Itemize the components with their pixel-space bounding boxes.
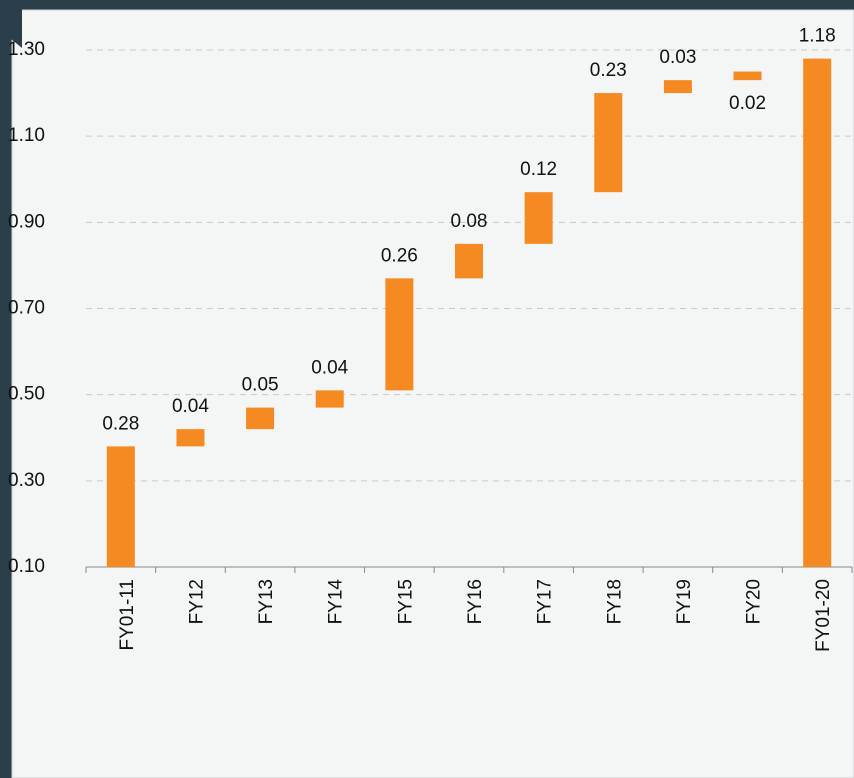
value-label: 1.18 [799, 26, 836, 47]
y-tick-label: 0.10 [8, 556, 45, 577]
value-label: 0.03 [659, 47, 696, 68]
y-tick-label: 0.30 [8, 470, 45, 491]
x-tick-label: FY19 [674, 579, 695, 624]
x-tick-label: FY12 [186, 579, 207, 624]
x-tick-label: FY15 [395, 579, 416, 624]
bar [524, 192, 553, 244]
x-tick-label: FY01-11 [117, 579, 138, 650]
x-tick-label: FY16 [465, 579, 486, 624]
bar [594, 93, 623, 193]
bar [176, 429, 205, 447]
bar [663, 80, 692, 94]
x-tick-label: FY13 [256, 579, 277, 624]
x-tick-label: FY17 [535, 579, 556, 624]
bar [385, 278, 414, 391]
value-label: 0.12 [520, 159, 557, 180]
x-tick-label: FY20 [744, 579, 765, 624]
value-label: 0.26 [381, 245, 418, 266]
value-label: 0.05 [242, 375, 279, 396]
bar [106, 446, 135, 567]
value-label: 0.08 [451, 211, 488, 232]
bar [803, 58, 832, 567]
y-tick-label: 0.90 [8, 211, 45, 232]
value-label: 0.02 [729, 93, 766, 114]
y-tick-label: 0.50 [8, 384, 45, 405]
y-tick-label: 1.10 [8, 125, 45, 146]
y-tick-label: 1.30 [8, 39, 45, 60]
bar [733, 71, 762, 81]
bar [315, 390, 344, 408]
bar [455, 243, 483, 279]
corner [0, 0, 22, 48]
y-tick-label: 0.70 [8, 298, 45, 319]
value-label: 0.04 [172, 396, 209, 417]
value-label: 0.23 [590, 60, 627, 81]
value-label: 0.04 [311, 357, 348, 378]
x-tick-label: FY01-20 [813, 579, 834, 652]
panel [11, 9, 854, 778]
x-tick-label: FY18 [604, 579, 625, 624]
value-label: 0.28 [102, 413, 139, 434]
x-tick-label: FY14 [326, 579, 347, 625]
bar [246, 407, 275, 430]
